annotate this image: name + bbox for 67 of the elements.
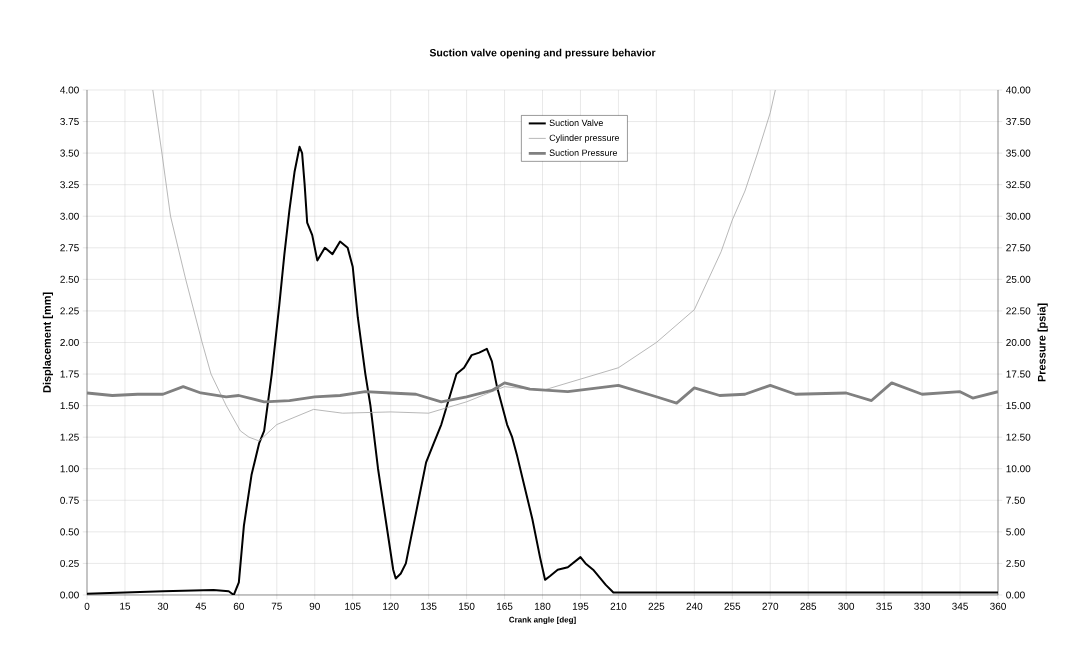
y2-tick-label: 32.50 xyxy=(1006,181,1031,189)
y2-tick-label: 17.50 xyxy=(1006,370,1031,378)
y-tick-label: 1.50 xyxy=(60,402,79,410)
legend-label: Suction Valve xyxy=(549,119,603,127)
y2-tick-label: 7.50 xyxy=(1006,496,1025,504)
x-tick-label: 60 xyxy=(233,602,244,610)
y2-tick-label: 15.00 xyxy=(1006,402,1031,410)
y-tick-label: 3.75 xyxy=(60,118,79,126)
x-tick-label: 30 xyxy=(157,602,169,610)
x-tick-label: 240 xyxy=(686,602,703,610)
x-tick-label: 195 xyxy=(572,602,589,610)
x-tick-label: 180 xyxy=(534,602,551,610)
chart-title: Suction valve opening and pressure behavior xyxy=(429,48,656,59)
y2-tick-label: 27.50 xyxy=(1006,244,1031,252)
y2-tick-label: 22.50 xyxy=(1006,307,1031,315)
x-tick-label: 330 xyxy=(914,602,931,610)
y2-axis-title: Pressure [psia] xyxy=(1037,303,1048,382)
x-tick-label: 90 xyxy=(309,602,320,610)
x-tick-label: 75 xyxy=(271,602,282,610)
x-tick-label: 285 xyxy=(800,602,817,610)
x-tick-label: 135 xyxy=(421,602,437,610)
y-tick-label: 3.00 xyxy=(60,212,79,220)
y2-tick-label: 35.00 xyxy=(1006,149,1031,157)
y2-tick-label: 10.00 xyxy=(1006,465,1031,473)
y-tick-label: 0.75 xyxy=(60,496,79,504)
y2-tick-label: 20.00 xyxy=(1006,338,1031,347)
x-tick-label: 165 xyxy=(497,602,513,610)
legend-label: Suction Pressure xyxy=(549,149,618,156)
y-tick-label: 0.50 xyxy=(60,528,79,536)
x-tick-label: 120 xyxy=(383,602,399,610)
y2-tick-label: 37.50 xyxy=(1006,118,1031,126)
x-tick-label: 45 xyxy=(195,602,207,610)
y2-tick-label: 0.00 xyxy=(1006,591,1025,599)
x-tick-label: 150 xyxy=(459,602,475,610)
legend-label: Cylinder pressure xyxy=(549,134,620,143)
x-tick-label: 360 xyxy=(990,602,1006,610)
x-tick-label: 255 xyxy=(724,602,741,610)
y-tick-label: 3.25 xyxy=(60,181,79,189)
x-tick-label: 105 xyxy=(345,602,361,610)
y-axis-title: Displacement [mm] xyxy=(42,292,53,393)
line-series xyxy=(87,381,999,405)
x-tick-label: 315 xyxy=(876,602,893,610)
x-tick-label: 345 xyxy=(952,602,968,610)
y-tick-label: 4.00 xyxy=(60,86,79,94)
y-tick-label: 2.00 xyxy=(60,338,79,347)
y2-tick-label: 25.00 xyxy=(1006,275,1031,283)
x-tick-label: 0 xyxy=(84,602,90,610)
y-tick-label: 0.25 xyxy=(60,559,79,567)
y-tick-label: 2.25 xyxy=(60,307,79,315)
x-tick-label: 225 xyxy=(648,602,665,610)
y-tick-label: 1.25 xyxy=(60,433,79,441)
x-tick-label: 15 xyxy=(120,602,131,610)
line-series xyxy=(152,89,776,442)
y2-tick-label: 2.50 xyxy=(1006,559,1025,567)
x-tick-label: 270 xyxy=(762,602,779,610)
y-tick-label: 1.75 xyxy=(60,370,79,378)
y-tick-label: 2.50 xyxy=(60,275,79,283)
y-tick-label: 3.50 xyxy=(60,149,79,157)
y2-tick-label: 30.00 xyxy=(1006,212,1031,220)
y-tick-label: 1.00 xyxy=(60,465,79,473)
x-tick-label: 210 xyxy=(610,602,627,610)
y2-tick-label: 40.00 xyxy=(1006,86,1031,94)
y2-tick-label: 12.50 xyxy=(1006,433,1031,441)
y-tick-label: 0.00 xyxy=(60,591,79,599)
y2-tick-label: 5.00 xyxy=(1006,528,1025,536)
y-tick-label: 2.75 xyxy=(60,244,79,252)
x-tick-label: 300 xyxy=(838,602,855,610)
